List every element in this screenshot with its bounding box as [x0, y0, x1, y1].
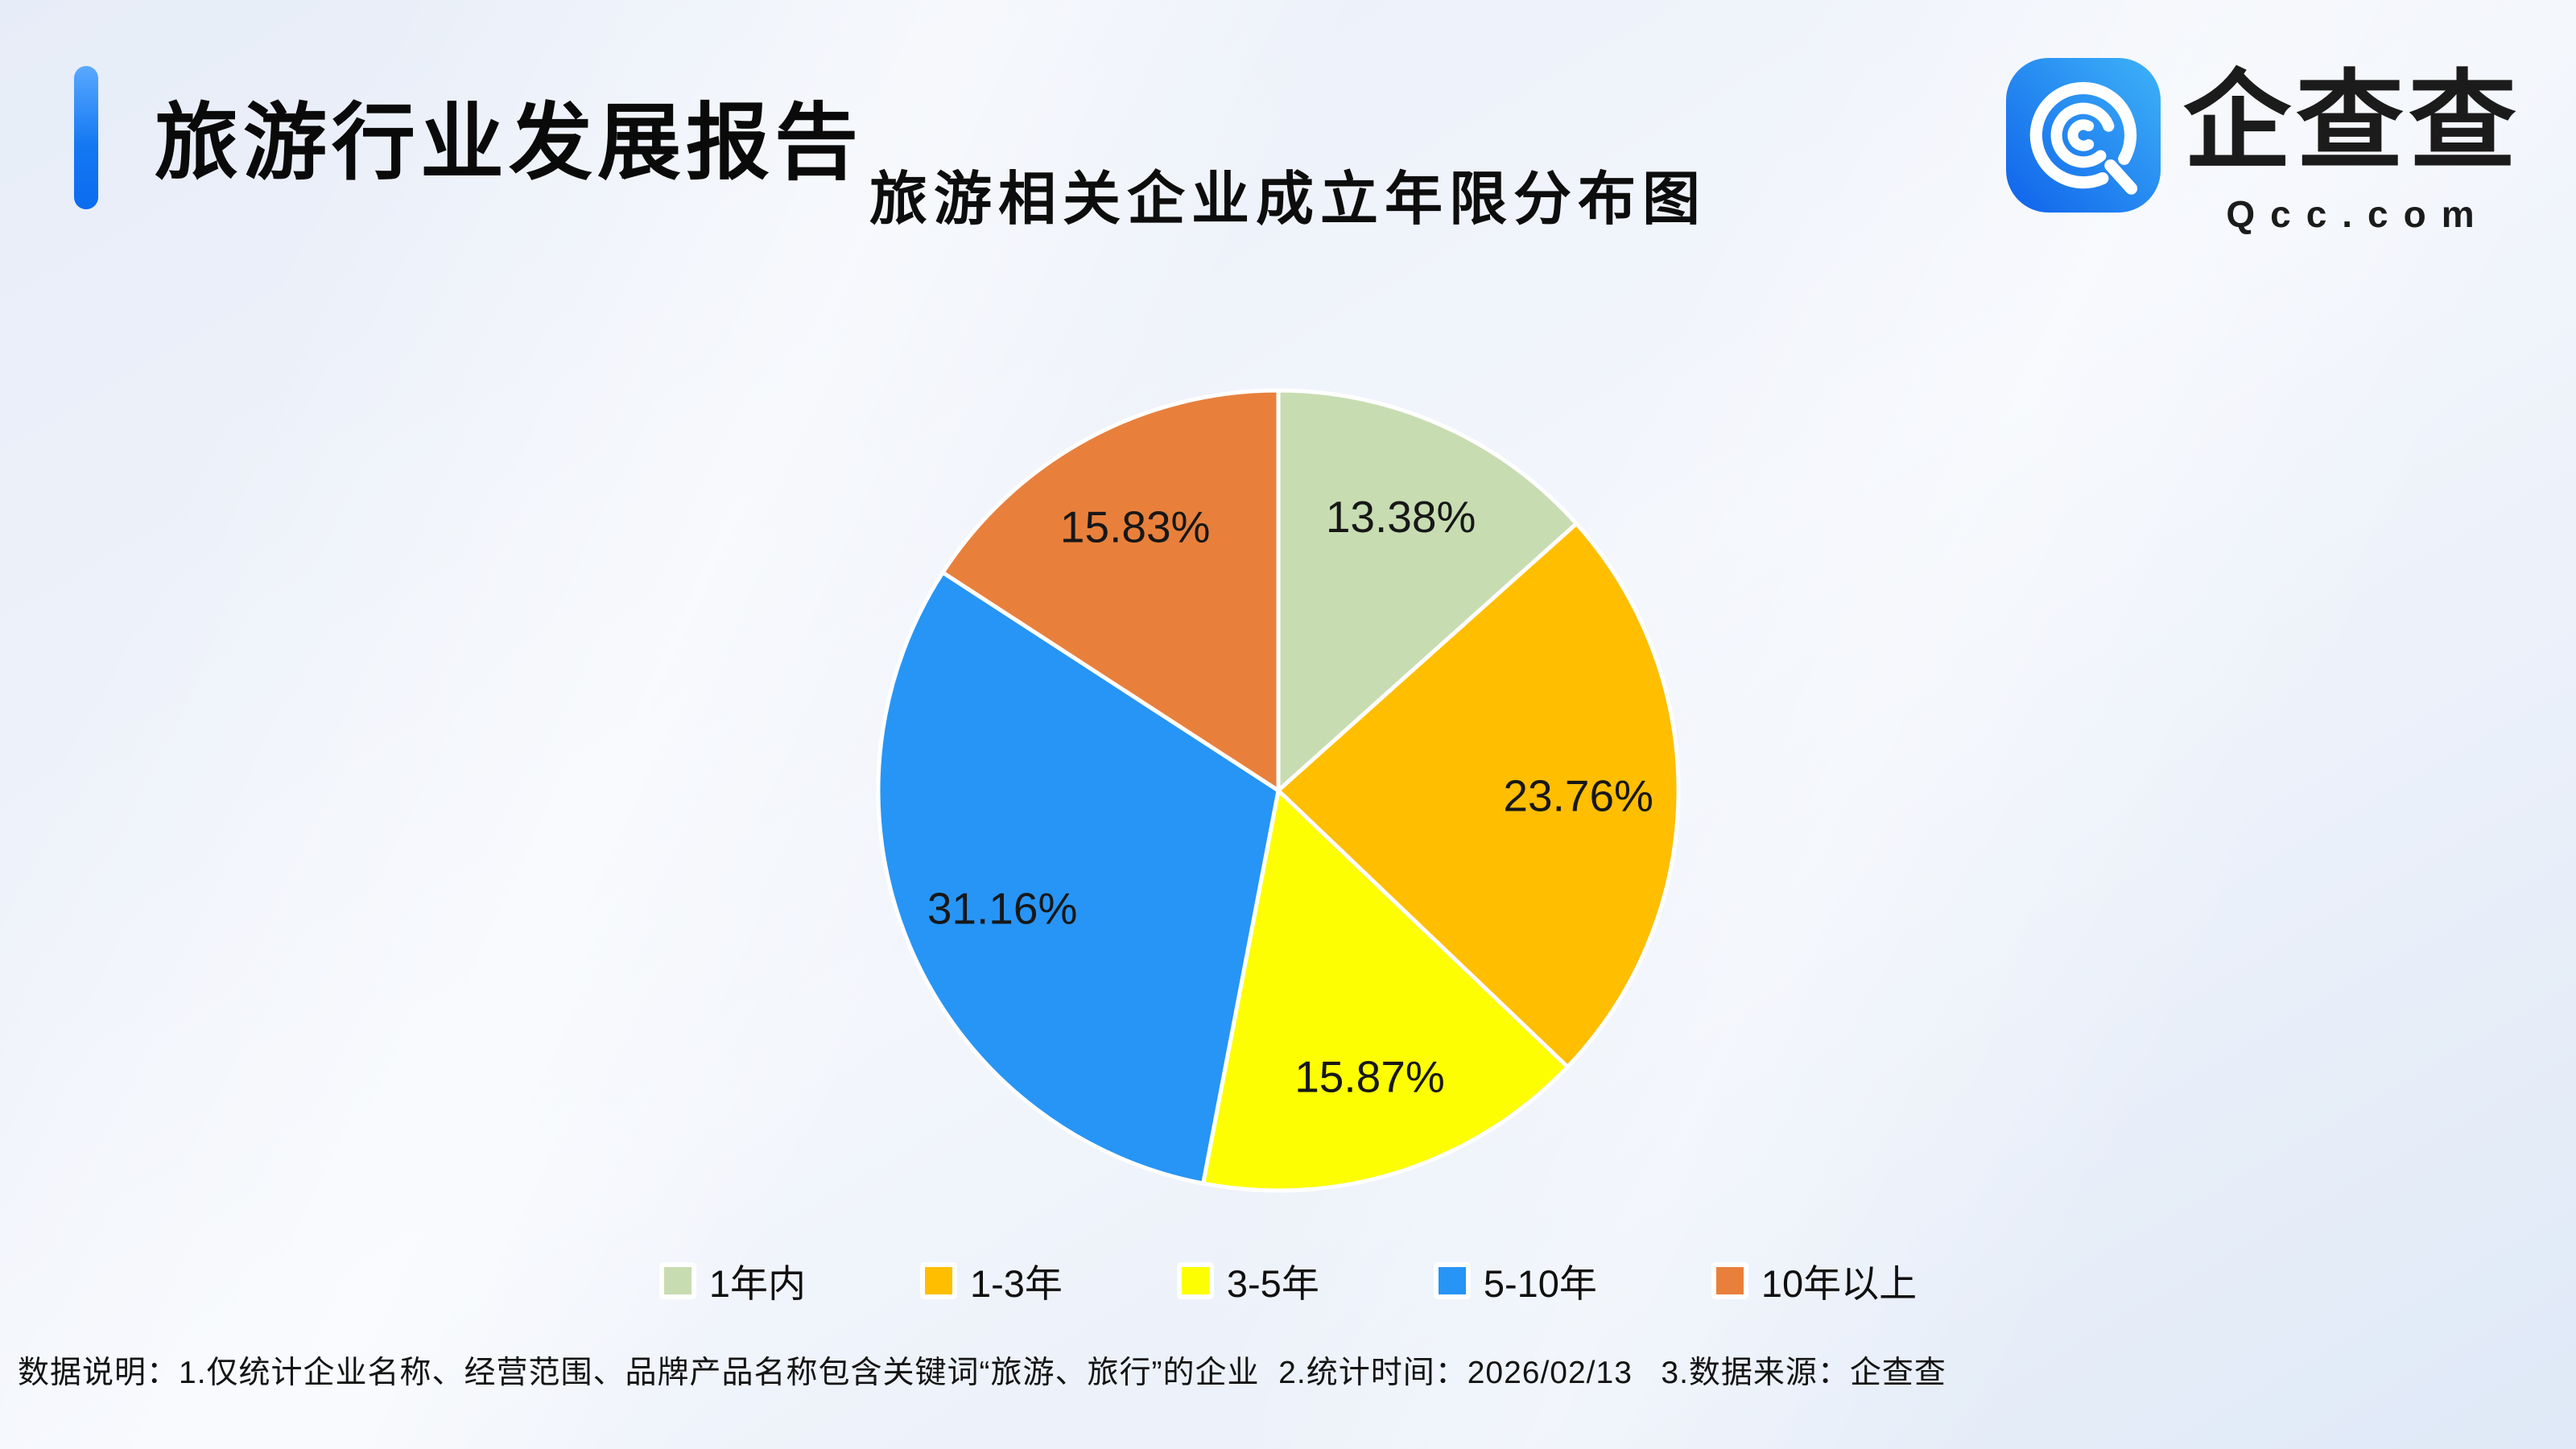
legend-label-1-3年: 1-3年 — [969, 1262, 1063, 1305]
pie-label-1-3年: 23.76% — [1503, 770, 1653, 820]
qcc-logo-text: 企查查 Qcc.com — [2183, 58, 2521, 236]
legend-item-10年以上: 10年以上 — [1711, 1253, 1917, 1308]
pie-label-3-5年: 15.87% — [1294, 1051, 1445, 1101]
pie-slice-1年内 — [1276, 388, 1579, 793]
qcc-logo-name: 企查查 — [2182, 62, 2521, 182]
pie-slice-3-5年 — [1201, 788, 1570, 1193]
qcc-logo-domain: Qcc.com — [2226, 192, 2490, 235]
legend-label-10年以上: 10年以上 — [1761, 1262, 1918, 1305]
legend-swatch-1-3年 — [919, 1261, 957, 1299]
legend-label-1年内: 1年内 — [708, 1262, 806, 1305]
pie-slice-10年以上 — [940, 388, 1281, 793]
qcc-logo-icon — [2005, 58, 2161, 213]
legend-item-3-5年: 3-5年 — [1176, 1253, 1319, 1308]
title-accent-bar — [74, 66, 98, 209]
pie-label-5-10年: 31.16% — [927, 883, 1078, 933]
chart-title: 旅游相关企业成立年限分布图 — [869, 167, 1707, 232]
chart-legend: 1年内 1-3年 3-5年 5-10年 10年以上 — [0, 1253, 2576, 1308]
legend-swatch-10年以上 — [1711, 1261, 1748, 1299]
footer-note: 数据说明：1.仅统计企业名称、经营范围、品牌产品名称包含关键词“旅游、旅行”的企… — [18, 1356, 1946, 1390]
pie-slice-1-3年 — [1276, 522, 1681, 1069]
legend-item-5-10年: 5-10年 — [1433, 1253, 1597, 1308]
qcc-logo: 企查查 Qcc.com — [2005, 58, 2521, 236]
legend-label-3-5年: 3-5年 — [1226, 1262, 1319, 1305]
legend-item-1-3年: 1-3年 — [919, 1253, 1063, 1308]
pie-label-1年内: 13.38% — [1326, 492, 1476, 542]
legend-label-5-10年: 5-10年 — [1483, 1262, 1597, 1305]
page-title: 旅游行业发展报告 — [155, 97, 864, 190]
legend-swatch-3-5年 — [1176, 1261, 1214, 1299]
legend-swatch-1年内 — [658, 1261, 696, 1299]
pie-slice-5-10年 — [876, 570, 1281, 1186]
pie-label-10年以上: 15.83% — [1060, 502, 1211, 552]
legend-item-1年内: 1年内 — [658, 1253, 806, 1308]
legend-swatch-5-10年 — [1433, 1261, 1471, 1299]
